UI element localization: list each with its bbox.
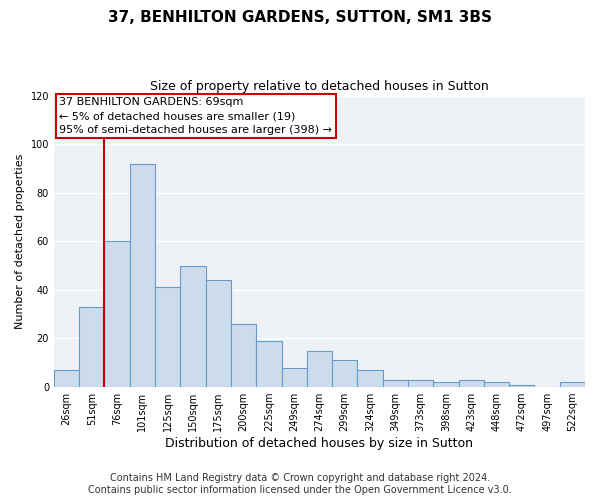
Y-axis label: Number of detached properties: Number of detached properties: [15, 154, 25, 329]
Bar: [332, 360, 358, 387]
Text: 37, BENHILTON GARDENS, SUTTON, SM1 3BS: 37, BENHILTON GARDENS, SUTTON, SM1 3BS: [108, 10, 492, 25]
Bar: [307, 350, 332, 387]
Bar: [130, 164, 155, 387]
Text: 37 BENHILTON GARDENS: 69sqm
← 5% of detached houses are smaller (19)
95% of semi: 37 BENHILTON GARDENS: 69sqm ← 5% of deta…: [59, 97, 332, 135]
Bar: [509, 384, 535, 387]
Bar: [408, 380, 433, 387]
Bar: [54, 370, 79, 387]
Bar: [181, 266, 206, 387]
Bar: [206, 280, 231, 387]
Bar: [256, 341, 281, 387]
Text: Contains HM Land Registry data © Crown copyright and database right 2024.
Contai: Contains HM Land Registry data © Crown c…: [88, 474, 512, 495]
Bar: [383, 380, 408, 387]
Bar: [358, 370, 383, 387]
Bar: [155, 288, 181, 387]
Bar: [484, 382, 509, 387]
Bar: [433, 382, 458, 387]
X-axis label: Distribution of detached houses by size in Sutton: Distribution of detached houses by size …: [166, 437, 473, 450]
Bar: [79, 307, 104, 387]
Bar: [231, 324, 256, 387]
Bar: [281, 368, 307, 387]
Title: Size of property relative to detached houses in Sutton: Size of property relative to detached ho…: [150, 80, 489, 93]
Bar: [104, 242, 130, 387]
Bar: [560, 382, 585, 387]
Bar: [458, 380, 484, 387]
